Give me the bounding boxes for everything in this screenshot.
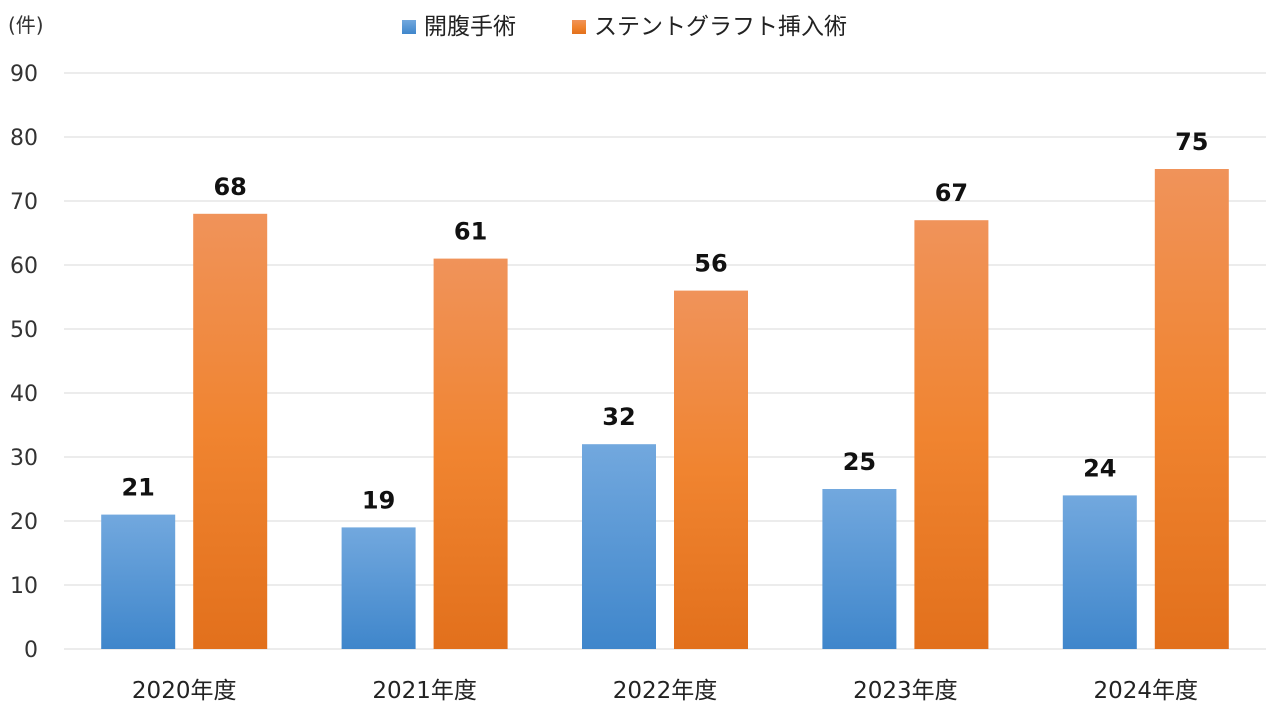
x-category-label: 2021年度 [372, 678, 477, 704]
x-axis-categories: 2020年度 2021年度 2022年度 2023年度 2024年度 [132, 678, 1198, 704]
data-labels: 21 68 19 61 32 56 25 67 24 75 [121, 128, 1208, 514]
bar-open-surgery [341, 527, 416, 649]
legend-label-stent-graft: ステントグラフト挿入術 [594, 14, 847, 40]
y-tick-label: 70 [10, 190, 38, 215]
data-label-stent-graft: 75 [1175, 128, 1208, 156]
bar-stent-graft [433, 258, 508, 649]
data-label-open-surgery: 25 [843, 448, 876, 476]
x-category-label: 2022年度 [613, 678, 718, 704]
legend-swatch-open-surgery [402, 20, 416, 34]
legend-swatch-stent-graft [572, 20, 586, 34]
y-tick-label: 0 [24, 638, 38, 663]
y-tick-label: 50 [10, 318, 38, 343]
data-label-stent-graft: 67 [935, 179, 968, 207]
bar-open-surgery [1062, 495, 1137, 649]
bar-stent-graft [1154, 169, 1229, 649]
y-tick-label: 40 [10, 382, 38, 407]
data-label-stent-graft: 68 [213, 173, 246, 201]
bar-open-surgery [822, 489, 897, 649]
y-axis-unit-label: (件) [8, 13, 44, 37]
legend: 開腹手術 ステントグラフト挿入術 [402, 14, 847, 40]
bar-open-surgery [101, 514, 176, 649]
bar-stent-graft [914, 220, 989, 649]
bars [101, 169, 1229, 650]
y-tick-label: 30 [10, 446, 38, 471]
y-tick-label: 60 [10, 254, 38, 279]
data-label-open-surgery: 19 [362, 486, 395, 514]
data-label-open-surgery: 21 [121, 474, 154, 502]
bar-stent-graft [674, 290, 748, 649]
y-tick-label: 90 [10, 62, 38, 87]
bar-open-surgery [582, 444, 656, 649]
y-tick-label: 20 [10, 510, 38, 535]
data-label-stent-graft: 56 [694, 250, 727, 278]
x-category-label: 2024年度 [1094, 678, 1199, 704]
bar-stent-graft [193, 213, 268, 650]
y-axis-ticks: 0 10 20 30 40 50 60 70 80 90 [10, 62, 38, 663]
data-label-open-surgery: 24 [1083, 454, 1116, 482]
x-category-label: 2020年度 [132, 678, 237, 704]
legend-label-open-surgery: 開腹手術 [424, 14, 516, 40]
data-label-open-surgery: 32 [602, 403, 635, 431]
y-tick-label: 10 [10, 574, 38, 599]
x-category-label: 2023年度 [853, 678, 958, 704]
data-label-stent-graft: 61 [454, 218, 487, 246]
y-tick-label: 80 [10, 126, 38, 151]
